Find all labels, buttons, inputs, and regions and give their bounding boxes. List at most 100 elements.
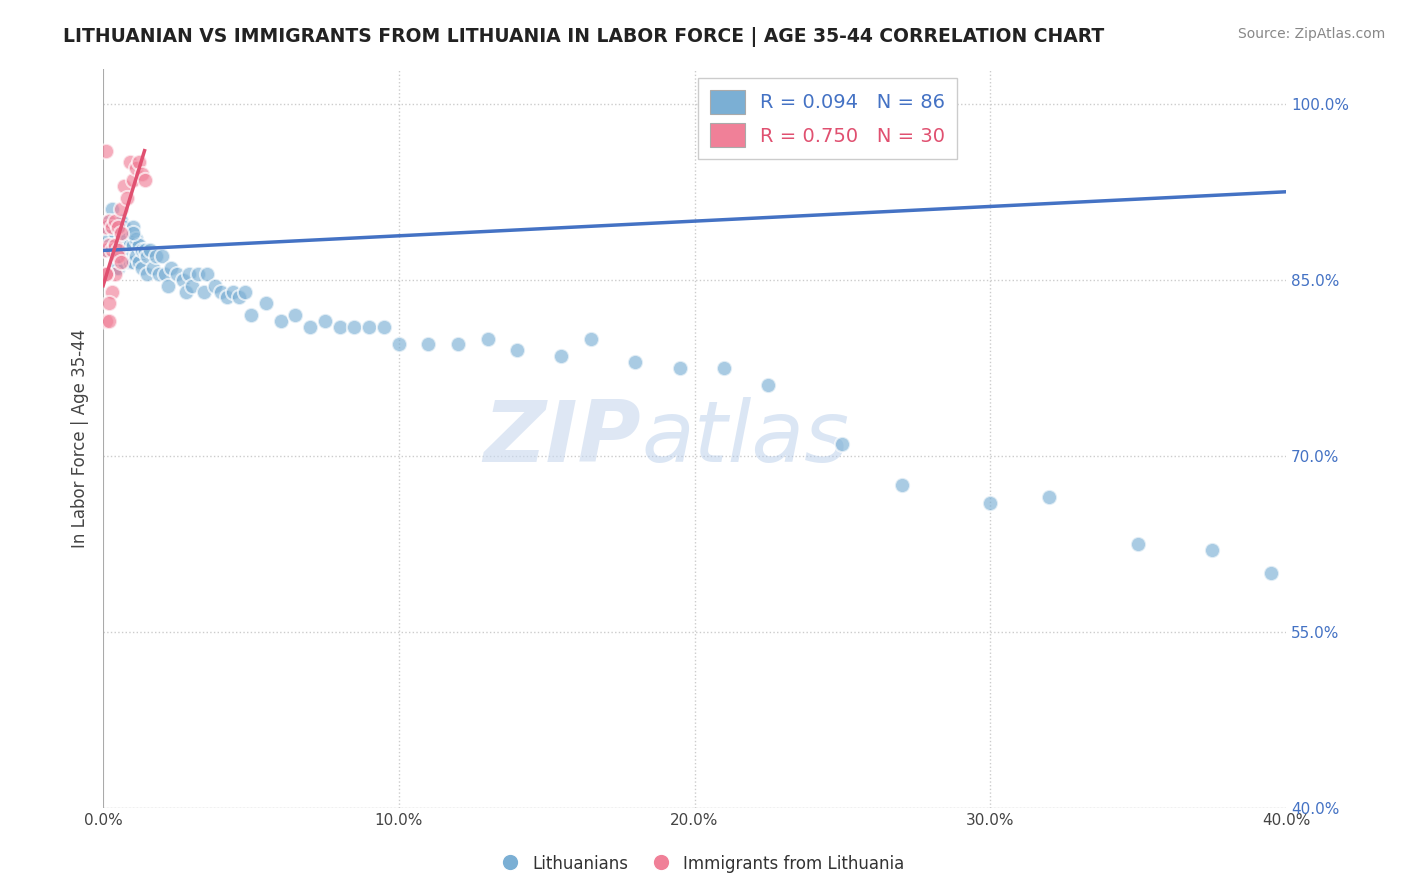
Point <box>121 255 143 269</box>
Point <box>233 285 256 299</box>
Point <box>160 261 183 276</box>
Point <box>890 478 912 492</box>
Point <box>110 232 132 246</box>
Point <box>121 226 143 240</box>
Point <box>136 267 159 281</box>
Point <box>128 237 150 252</box>
Text: ZIP: ZIP <box>484 397 641 480</box>
Point <box>254 296 277 310</box>
Point <box>222 285 245 299</box>
Point <box>115 249 138 263</box>
Point <box>187 267 209 281</box>
Point <box>134 244 156 258</box>
Text: LITHUANIAN VS IMMIGRANTS FROM LITHUANIA IN LABOR FORCE | AGE 35-44 CORRELATION C: LITHUANIAN VS IMMIGRANTS FROM LITHUANIA … <box>63 27 1105 46</box>
Point <box>101 244 124 258</box>
Point <box>270 314 292 328</box>
Point <box>139 244 162 258</box>
Point <box>94 244 117 258</box>
Point <box>172 273 194 287</box>
Point <box>94 267 117 281</box>
Point <box>110 255 132 269</box>
Point <box>148 267 170 281</box>
Point <box>240 308 263 322</box>
Point <box>98 314 121 328</box>
Point <box>228 290 250 304</box>
Point <box>110 214 132 228</box>
Point <box>107 244 129 258</box>
Point <box>115 191 138 205</box>
Point <box>217 290 239 304</box>
Point <box>115 232 138 246</box>
Point <box>373 319 395 334</box>
Point <box>94 244 117 258</box>
Point <box>101 219 124 234</box>
Point <box>94 314 117 328</box>
Legend: Lithuanians, Immigrants from Lithuania: Lithuanians, Immigrants from Lithuania <box>495 848 911 880</box>
Point <box>98 232 121 246</box>
Point <box>104 226 127 240</box>
Point <box>204 278 226 293</box>
Point <box>177 267 200 281</box>
Text: atlas: atlas <box>641 397 849 480</box>
Point <box>979 496 1001 510</box>
Point <box>145 249 167 263</box>
Point <box>1038 490 1060 504</box>
Point <box>98 214 121 228</box>
Point <box>388 337 411 351</box>
Point <box>136 249 159 263</box>
Point <box>284 308 307 322</box>
Point <box>98 237 121 252</box>
Point <box>343 319 366 334</box>
Point <box>1201 542 1223 557</box>
Point <box>98 296 121 310</box>
Point <box>121 237 143 252</box>
Point <box>1260 566 1282 581</box>
Point <box>157 278 180 293</box>
Point <box>101 202 124 217</box>
Point <box>1126 537 1149 551</box>
Point <box>447 337 470 351</box>
Point <box>110 202 132 217</box>
Point <box>107 244 129 258</box>
Point <box>150 249 173 263</box>
Point <box>758 378 780 392</box>
Point <box>112 255 135 269</box>
Point <box>118 255 141 269</box>
Point <box>624 355 647 369</box>
Point <box>359 319 381 334</box>
Point <box>477 332 499 346</box>
Point <box>831 437 853 451</box>
Point <box>112 219 135 234</box>
Point <box>124 232 146 246</box>
Point <box>110 226 132 240</box>
Point <box>166 267 188 281</box>
Point <box>195 267 218 281</box>
Point <box>118 237 141 252</box>
Point <box>94 267 117 281</box>
Point <box>131 244 153 258</box>
Legend: R = 0.094   N = 86, R = 0.750   N = 30: R = 0.094 N = 86, R = 0.750 N = 30 <box>697 78 957 159</box>
Point <box>131 167 153 181</box>
Point <box>94 144 117 158</box>
Point <box>713 360 735 375</box>
Point <box>118 155 141 169</box>
Point <box>121 219 143 234</box>
Point <box>329 319 352 334</box>
Point <box>314 314 336 328</box>
Point <box>193 285 215 299</box>
Point <box>107 219 129 234</box>
Point <box>110 249 132 263</box>
Point <box>104 214 127 228</box>
Point <box>104 261 127 276</box>
Point <box>550 349 572 363</box>
Point <box>506 343 529 358</box>
Point <box>128 155 150 169</box>
Point <box>131 261 153 276</box>
Point <box>299 319 322 334</box>
Point <box>107 249 129 263</box>
Point <box>107 219 129 234</box>
Point <box>107 261 129 276</box>
Point <box>112 178 135 193</box>
Point <box>418 337 440 351</box>
Point <box>579 332 602 346</box>
